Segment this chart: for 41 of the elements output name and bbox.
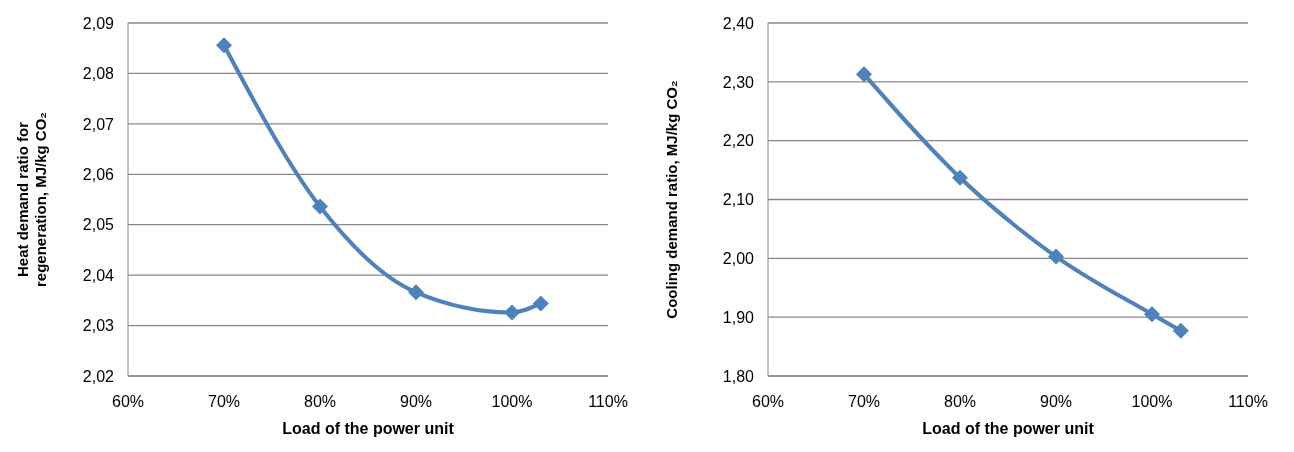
point (856, 66, 872, 83)
x-tick-label: 70% (847, 393, 881, 411)
y-tick-label: 2,20 (722, 132, 755, 150)
x-tick-label: 60% (751, 393, 785, 411)
y-tick-label: 2,02 (82, 367, 115, 385)
x-tick-label: 110% (588, 393, 628, 411)
y-tick-label: 2,05 (82, 216, 115, 234)
x-tick-label: 100% (1131, 393, 1173, 411)
x-tick-label: 80% (943, 393, 977, 411)
y-tick-label: 2,08 (82, 65, 115, 83)
x-tick-label: 90% (1039, 393, 1073, 411)
point (532, 295, 549, 312)
y-tick-label: 1,90 (722, 308, 755, 326)
y-tick-label: 2,09 (82, 14, 115, 32)
y-tick-label: 2,07 (82, 115, 115, 133)
y-tick-label: 2,10 (722, 191, 755, 209)
x-tick-label: 60% (111, 393, 145, 411)
y-tick-label: 2,04 (82, 266, 115, 284)
point (504, 304, 520, 321)
point (408, 284, 424, 301)
y-tick-label: 2,06 (82, 165, 115, 183)
x-tick-label: 100% (491, 393, 533, 411)
y-tick-label: 2,00 (722, 250, 755, 268)
point (312, 198, 328, 215)
x-tick-label: 90% (399, 393, 433, 411)
y-tick-label: 2,40 (722, 14, 755, 32)
y-axis-title: Cooling demand ratio, MJ/kg CO₂ (663, 80, 680, 319)
point (1172, 322, 1189, 339)
point (1144, 306, 1160, 323)
x-tick-label: 110% (1228, 393, 1268, 411)
x-tick-label: 70% (207, 393, 241, 411)
y-tick-label: 2,03 (82, 317, 115, 335)
point (216, 37, 232, 54)
point (952, 169, 968, 186)
y-tick-label: 2,30 (722, 73, 755, 91)
y-tick-label: 1,80 (722, 367, 755, 385)
point (1048, 248, 1064, 265)
x-axis-title: Load of the power unit (922, 420, 1095, 437)
x-tick-label: 80% (303, 393, 337, 411)
y-axis-title: Heat demand ratio for regeneration, MJ/kg CO₂ (14, 111, 49, 288)
x-axis-title: Load of the power unit (282, 420, 455, 437)
